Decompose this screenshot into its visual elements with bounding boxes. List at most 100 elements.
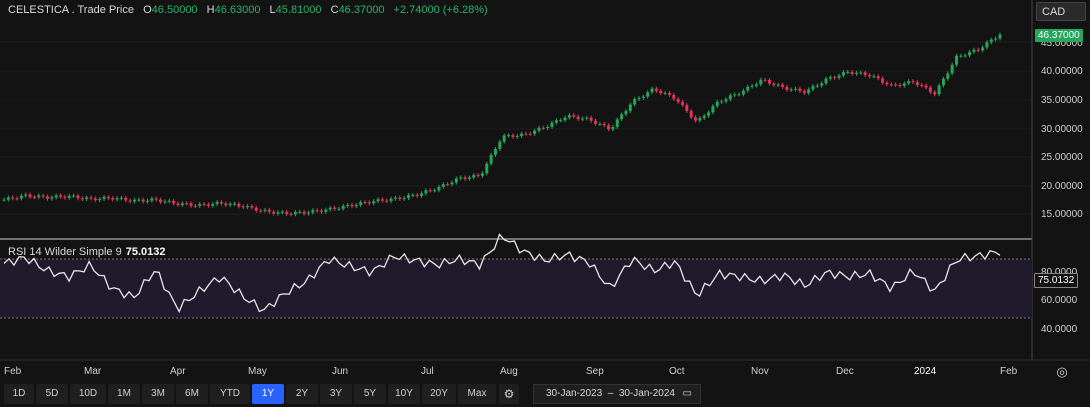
candle-body <box>815 85 819 87</box>
range-button-20y[interactable]: 20Y <box>422 384 456 404</box>
candle-body <box>833 77 837 79</box>
candle-body <box>80 198 84 200</box>
rsi-axis-label: 60.0000 <box>1041 295 1078 306</box>
time-label: Jun <box>332 366 349 377</box>
time-label: Feb <box>4 366 22 377</box>
candle-body <box>637 97 641 100</box>
range-button-2y[interactable]: 2Y <box>286 384 318 404</box>
price-label: 25.00000 <box>1041 152 1083 163</box>
candle-body <box>50 197 54 199</box>
range-button-1d[interactable]: 1D <box>4 384 34 404</box>
candle-body <box>924 85 928 88</box>
candle-body <box>228 203 232 206</box>
candle-body <box>54 195 58 198</box>
candle-body <box>941 78 945 86</box>
candle-body <box>511 135 515 137</box>
candle-body <box>950 64 954 74</box>
candle-body <box>380 199 384 201</box>
candle-body <box>672 94 676 99</box>
candle-body <box>372 201 376 204</box>
range-button-3y[interactable]: 3Y <box>320 384 352 404</box>
date-to: 30-Jan-2024 <box>618 388 675 399</box>
candle-body <box>898 85 902 87</box>
candle-body <box>128 200 132 202</box>
candle-body <box>741 90 745 95</box>
candle-body <box>6 197 10 200</box>
settings-gear-icon[interactable]: ⚙ <box>499 384 519 404</box>
candle-body <box>602 123 606 126</box>
candle-body <box>111 198 115 200</box>
range-button-max[interactable]: Max <box>458 384 496 404</box>
candle-body <box>15 198 19 200</box>
candle-body <box>224 203 228 206</box>
candle-body <box>537 127 541 131</box>
candle-body <box>881 78 885 83</box>
candle-body <box>285 211 289 215</box>
candle-body <box>393 197 397 199</box>
candle-body <box>341 205 345 209</box>
range-button-ytd[interactable]: YTD <box>210 384 250 404</box>
candle-body <box>863 72 867 76</box>
candle-body <box>698 117 702 121</box>
candle-body <box>489 154 493 164</box>
candle-body <box>546 126 550 129</box>
range-button-5d[interactable]: 5D <box>36 384 68 404</box>
candle-body <box>624 110 628 115</box>
close-label: C <box>330 4 339 16</box>
date-range-picker[interactable]: 30-Jan-2023 – 30-Jan-2024 ▭ <box>533 384 701 404</box>
candle-body <box>963 55 967 57</box>
axis-settings-icon[interactable]: ◎ <box>1056 364 1068 379</box>
candle-body <box>707 112 711 116</box>
range-button-1y[interactable]: 1Y <box>252 384 284 404</box>
candle-body <box>189 203 193 206</box>
rsi-axis-label: 40.0000 <box>1041 324 1078 335</box>
low-label: L <box>269 4 276 16</box>
candle-body <box>837 75 841 78</box>
candle-body <box>441 184 445 187</box>
range-button-10y[interactable]: 10Y <box>388 384 420 404</box>
candle-body <box>502 135 506 142</box>
candle-body <box>428 190 432 192</box>
candle-body <box>315 210 319 212</box>
candle-body <box>324 209 328 212</box>
candle-body <box>737 94 741 96</box>
candle-body <box>607 125 611 130</box>
candle-body <box>654 88 658 91</box>
candle-body <box>124 197 128 201</box>
candle-body <box>398 197 402 199</box>
close-value: 46.37000 <box>338 4 385 16</box>
candle-body <box>59 195 63 197</box>
candle-body <box>93 198 97 201</box>
candle-body <box>650 88 654 93</box>
candle-body <box>198 204 202 206</box>
date-separator: – <box>604 388 619 399</box>
range-button-1m[interactable]: 1M <box>108 384 140 404</box>
currency-select[interactable]: CAD <box>1036 2 1086 21</box>
candle-body <box>776 84 780 86</box>
candle-body <box>289 214 293 216</box>
candle-body <box>85 197 89 200</box>
range-button-10d[interactable]: 10D <box>70 384 106 404</box>
candle-body <box>576 116 580 120</box>
range-button-5y[interactable]: 5Y <box>354 384 386 404</box>
candles <box>2 32 1002 217</box>
candle-body <box>767 79 771 84</box>
candle-body <box>346 204 350 206</box>
range-button-6m[interactable]: 6M <box>176 384 208 404</box>
candle-body <box>628 104 632 111</box>
candle-body <box>450 182 454 185</box>
candle-body <box>667 92 671 95</box>
calendar-icon: ▭ <box>682 388 692 399</box>
candle-body <box>894 84 898 86</box>
candle-body <box>276 212 280 214</box>
candle-body <box>589 117 593 121</box>
candle-body <box>211 204 215 206</box>
candle-body <box>615 119 619 127</box>
candle-body <box>702 115 706 118</box>
range-button-3m[interactable]: 3M <box>142 384 174 404</box>
candle-body <box>302 211 306 214</box>
candle-body <box>167 200 171 202</box>
candle-body <box>472 175 476 178</box>
candle-body <box>554 120 558 123</box>
